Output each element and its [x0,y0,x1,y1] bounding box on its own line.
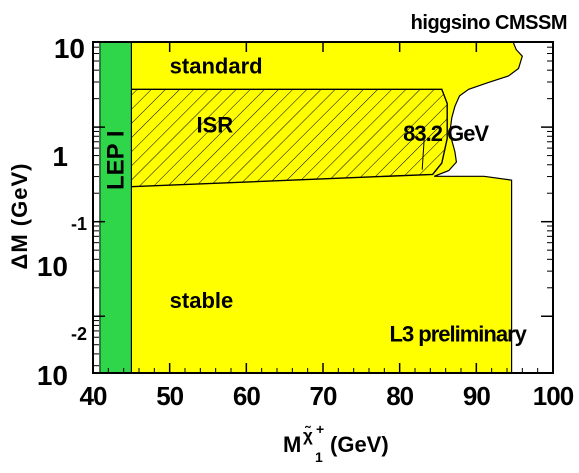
x-tick-label: 70 [310,381,337,411]
exclusion-regions [99,41,523,374]
y-tick-label: 10 [37,251,68,282]
x-tick-label: 100 [533,381,574,411]
y-tick-label: 10 [54,33,85,64]
x-tick-label: 50 [156,381,183,411]
y-tick-label-exponent: -1 [71,214,87,234]
x-tick-labels: 40 50 60 70 80 90 100 [80,381,575,411]
x-tick-label: 90 [463,381,490,411]
x-tick-label: 40 [80,381,107,411]
x-axis-title-main: M [283,432,301,457]
y-tick-label-exponent: -2 [71,324,87,344]
annotation-l3-preliminary: L3 preliminary [390,321,528,346]
lep1-band [99,41,132,374]
axis-ticks [92,42,554,373]
region-label-lep1: LEP I [103,130,130,190]
x-axis-title-superscript: + [316,421,324,437]
region-label-stable: stable [170,288,234,313]
x-tick-label: 60 [233,381,260,411]
region-label-standard: standard [170,54,263,79]
x-tick-label: 80 [386,381,413,411]
x-axis-title-unit: (GeV) [330,432,389,457]
region-label-isr: ISR [197,112,234,137]
annotation-83-2-gev: 83.2 GeV [403,121,489,146]
x-axis-title-subscript: 1 [315,449,323,465]
y-tick-label: 1 [52,141,68,172]
limit-marker-83-2 [421,138,425,170]
x-axis-title-symbol: χ̃ [303,425,313,445]
x-axis-title: M χ̃ + 1 (GeV) [283,421,389,465]
chart-title: higgsino CMSSM [411,12,567,34]
y-tick-label: 10 [37,360,68,391]
y-axis-title: ΔM (GeV) [7,163,32,270]
isr-hatched-region [130,88,448,188]
